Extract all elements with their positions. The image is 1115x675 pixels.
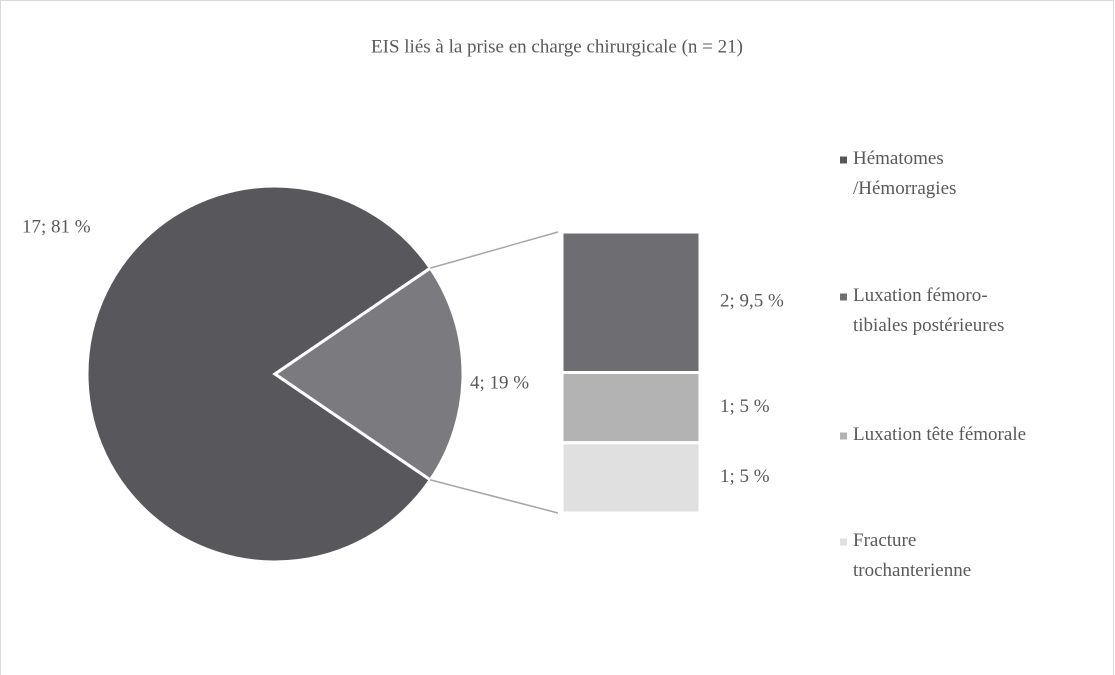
legend-swatch: [840, 538, 847, 546]
legend-swatch: [840, 156, 847, 164]
pie-slice: [272, 266, 465, 482]
legend-label: Hématomes/Hémorragies: [853, 148, 956, 199]
chart-title: EIS liés à la prise en charge chirurgica…: [371, 36, 743, 57]
legend-swatch: [840, 293, 847, 301]
data-label: 1; 5 %: [720, 466, 770, 487]
legend-swatch: [840, 432, 847, 440]
bar-segment: [560, 371, 702, 445]
data-label: 17; 81 %: [22, 216, 91, 237]
legend-line: tibiales postérieures: [853, 315, 1004, 336]
legend-line: Hématomes: [853, 148, 944, 169]
legend-label: Fracture trochanterienne: [853, 530, 971, 581]
legend-line: Luxation fémoro-: [853, 285, 988, 306]
connector-line: [430, 231, 559, 269]
legend-line: /Hémorragies: [853, 178, 956, 199]
pie-slice: [85, 184, 433, 564]
data-label: 2; 9,5 %: [720, 291, 784, 312]
bar-segment: [560, 230, 702, 374]
legend-label: Luxation fémoro-tibiales postérieures: [853, 285, 1004, 336]
bar-segment: [560, 441, 702, 515]
legend-line: Luxation tête fémorale: [853, 424, 1026, 445]
legend-line: trochanterienne: [853, 560, 971, 581]
data-label: 1; 5 %: [720, 396, 770, 417]
legend-label: Luxation tête fémorale: [853, 424, 1026, 445]
connector-line: [430, 479, 559, 514]
data-label: 4; 19 %: [470, 372, 529, 393]
legend-line: Fracture: [853, 530, 916, 551]
